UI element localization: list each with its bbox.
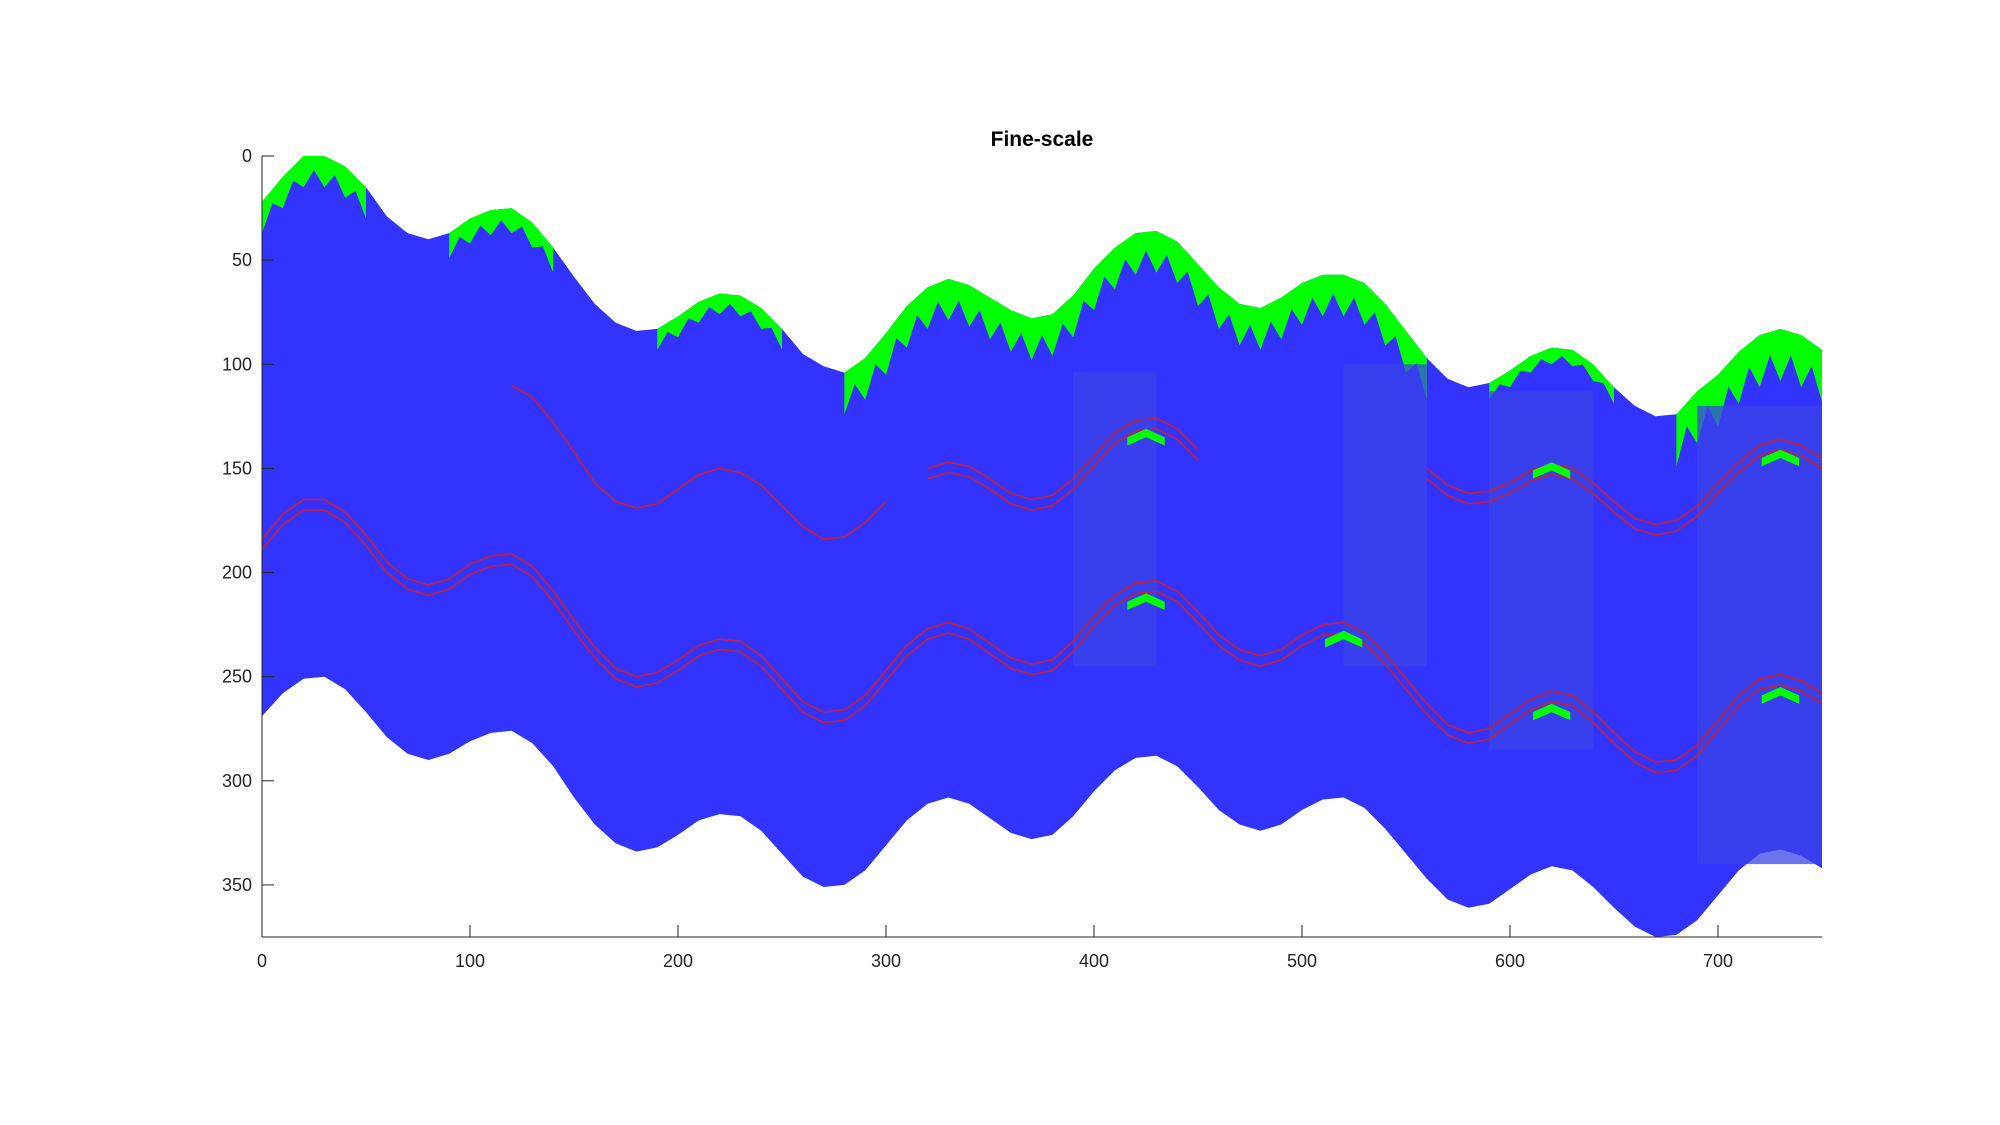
patch-region: [1127, 593, 1165, 610]
patch-region: [1761, 687, 1800, 704]
y-tick-label: 300: [222, 771, 252, 791]
x-tick-label: 200: [663, 951, 693, 971]
patch-region: [1127, 428, 1165, 446]
cap-region: [262, 156, 366, 234]
patch-region: [1761, 449, 1800, 467]
contour-line: [927, 417, 1199, 501]
x-tick-label: 700: [1703, 951, 1733, 971]
chart-title: Fine-scale: [991, 128, 1094, 151]
axes: 0 100 200 300 400 500 600 700 0 50 100 150 200 250 300…: [222, 146, 1822, 971]
contour-line: [927, 427, 1199, 511]
x-tick-label: 500: [1287, 951, 1317, 971]
cap-region: [844, 231, 1427, 415]
cap-region: [657, 293, 782, 350]
contour-line: [261, 498, 1823, 763]
cap-region: [1676, 328, 1822, 467]
column-region: [1343, 364, 1427, 667]
x-tick-label: 600: [1495, 951, 1525, 971]
y-tick-label: 200: [222, 563, 252, 583]
y-tick-label: 100: [222, 354, 252, 374]
x-tick-label: 400: [1079, 951, 1109, 971]
body-region: [262, 156, 1822, 937]
cap-region: [449, 208, 554, 273]
y-tick-label: 0: [242, 146, 252, 166]
y-tick-label: 150: [222, 458, 252, 478]
column-region: [1489, 391, 1594, 750]
patch-region: [1532, 703, 1571, 721]
patch-region: [1532, 462, 1571, 479]
cap-region: [1489, 347, 1614, 404]
patch-region: [1324, 630, 1363, 648]
x-tick-label: 100: [455, 951, 485, 971]
x-tick-label: 300: [871, 951, 901, 971]
column-region: [1073, 372, 1157, 667]
contour-line: [1426, 438, 1823, 526]
contour-line: [1426, 448, 1823, 536]
plot-area: [261, 156, 1823, 937]
contour-line: [511, 384, 887, 541]
contour-line: [261, 509, 1823, 774]
y-tick-label: 250: [222, 667, 252, 687]
y-tick-label: 50: [232, 250, 252, 270]
column-region: [1697, 405, 1822, 865]
y-tick-label: 350: [222, 875, 252, 895]
x-tick-label: 0: [257, 951, 267, 971]
